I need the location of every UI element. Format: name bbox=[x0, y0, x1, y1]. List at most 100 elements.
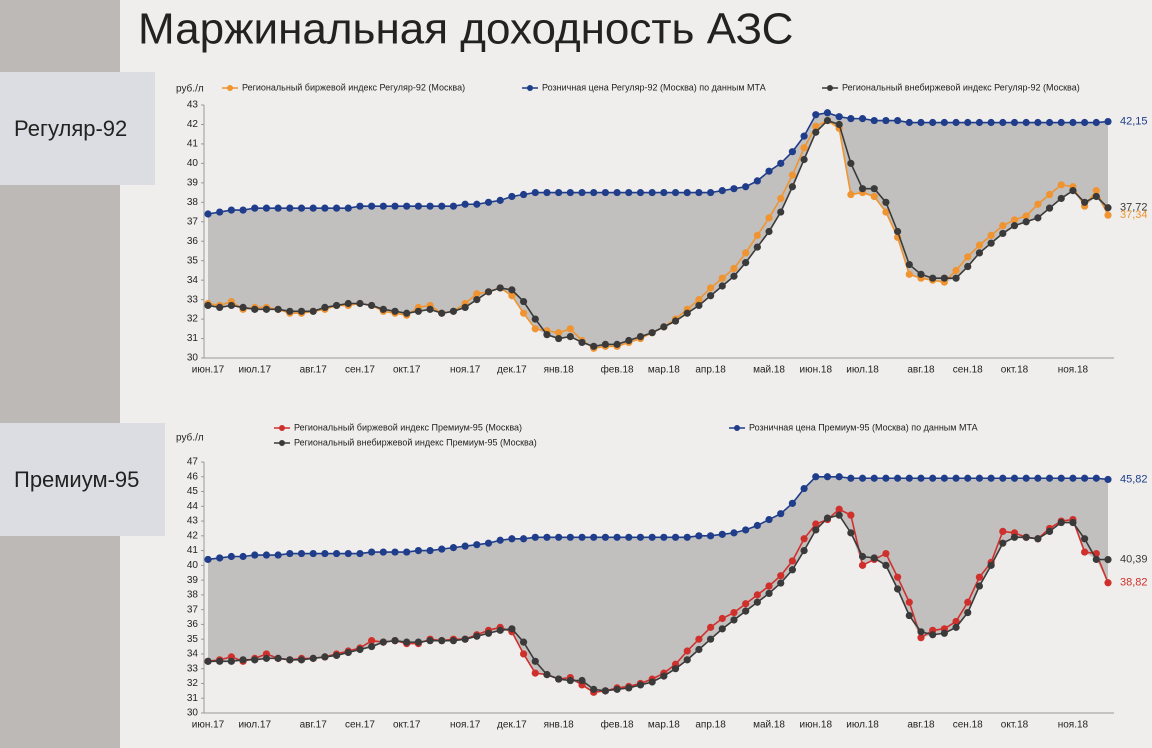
data-point bbox=[473, 632, 481, 640]
data-point bbox=[321, 204, 329, 212]
data-point bbox=[905, 270, 913, 278]
data-point bbox=[999, 474, 1007, 482]
data-point bbox=[1045, 118, 1054, 127]
data-point bbox=[1034, 214, 1042, 222]
data-point bbox=[543, 331, 551, 339]
data-point bbox=[379, 202, 387, 210]
x-tick-label: авг.18 bbox=[907, 365, 935, 376]
data-point bbox=[204, 657, 212, 665]
data-point bbox=[929, 631, 937, 639]
data-point bbox=[1069, 474, 1077, 482]
data-point bbox=[683, 309, 691, 317]
data-point bbox=[1081, 548, 1089, 556]
data-point bbox=[239, 206, 247, 214]
data-point bbox=[975, 241, 984, 249]
data-point bbox=[695, 645, 703, 654]
data-point bbox=[765, 515, 773, 524]
data-point bbox=[321, 303, 329, 311]
data-point bbox=[964, 598, 972, 606]
data-point bbox=[286, 307, 294, 315]
data-point bbox=[625, 684, 633, 692]
x-tick-label: июн.18 bbox=[800, 365, 833, 376]
data-point bbox=[999, 527, 1007, 535]
data-point bbox=[519, 297, 528, 306]
data-point bbox=[660, 533, 668, 541]
y-tick-label: 46 bbox=[187, 471, 199, 482]
data-point bbox=[987, 474, 995, 482]
panel-label: Премиум-95 bbox=[14, 467, 139, 492]
data-point bbox=[1104, 579, 1112, 587]
data-point bbox=[438, 309, 446, 317]
data-point bbox=[309, 307, 317, 315]
data-point bbox=[1092, 555, 1100, 564]
data-point bbox=[1010, 533, 1019, 541]
data-point bbox=[847, 474, 855, 482]
y-tick-label: 30 bbox=[187, 708, 199, 719]
x-tick-label: авг.17 bbox=[300, 365, 328, 376]
y-tick-label: 44 bbox=[187, 501, 199, 512]
data-point bbox=[777, 159, 785, 167]
data-point bbox=[812, 122, 820, 131]
data-point bbox=[765, 214, 773, 222]
data-point bbox=[508, 625, 516, 633]
data-point bbox=[543, 533, 551, 541]
data-point bbox=[1069, 518, 1077, 527]
data-point bbox=[788, 183, 797, 191]
value-label: 40,39 bbox=[1120, 554, 1148, 566]
data-point bbox=[227, 301, 235, 310]
data-point bbox=[297, 656, 306, 664]
data-point bbox=[1022, 533, 1030, 541]
data-point bbox=[847, 529, 855, 537]
data-point bbox=[461, 635, 469, 643]
data-point bbox=[286, 549, 294, 558]
data-point bbox=[706, 188, 715, 197]
data-point bbox=[204, 555, 212, 564]
data-point bbox=[321, 653, 329, 661]
x-tick-label: мар.18 bbox=[648, 720, 680, 731]
data-point bbox=[742, 607, 750, 615]
data-point bbox=[473, 296, 481, 304]
data-point bbox=[1092, 192, 1100, 201]
data-point bbox=[671, 665, 680, 673]
data-point bbox=[461, 200, 469, 208]
data-point bbox=[449, 307, 458, 315]
data-point bbox=[683, 188, 691, 197]
data-point bbox=[391, 307, 399, 315]
data-point bbox=[706, 532, 715, 540]
data-point bbox=[368, 642, 376, 651]
data-point bbox=[835, 511, 843, 519]
data-point bbox=[730, 185, 738, 193]
data-point bbox=[1034, 535, 1042, 543]
data-point bbox=[251, 551, 259, 559]
legend-marker bbox=[227, 85, 233, 91]
data-point bbox=[356, 645, 364, 654]
data-point bbox=[999, 118, 1007, 127]
data-point bbox=[1081, 474, 1089, 482]
data-point bbox=[648, 188, 656, 197]
data-point bbox=[929, 118, 937, 127]
data-point bbox=[286, 204, 294, 212]
data-point bbox=[1081, 198, 1089, 206]
data-point bbox=[543, 188, 551, 197]
data-point bbox=[1010, 474, 1019, 482]
data-point bbox=[508, 292, 516, 300]
y-tick-label: 33 bbox=[187, 663, 199, 674]
data-point bbox=[613, 188, 621, 197]
x-tick-label: авг.17 bbox=[300, 720, 328, 731]
data-point bbox=[531, 669, 539, 677]
data-point bbox=[262, 654, 271, 662]
margin-area bbox=[208, 112, 1108, 349]
data-point bbox=[870, 554, 878, 562]
data-point bbox=[1069, 118, 1077, 127]
y-tick-label: 37 bbox=[187, 604, 199, 615]
data-point bbox=[555, 675, 563, 683]
data-point bbox=[613, 685, 621, 693]
x-tick-label: май.18 bbox=[753, 365, 785, 376]
x-tick-label: авг.18 bbox=[907, 720, 935, 731]
y-tick-label: 32 bbox=[187, 314, 199, 325]
data-point bbox=[216, 657, 224, 665]
data-point bbox=[777, 572, 785, 580]
data-point bbox=[1057, 118, 1065, 127]
y-tick-label: 32 bbox=[187, 678, 199, 689]
data-point bbox=[999, 229, 1007, 238]
